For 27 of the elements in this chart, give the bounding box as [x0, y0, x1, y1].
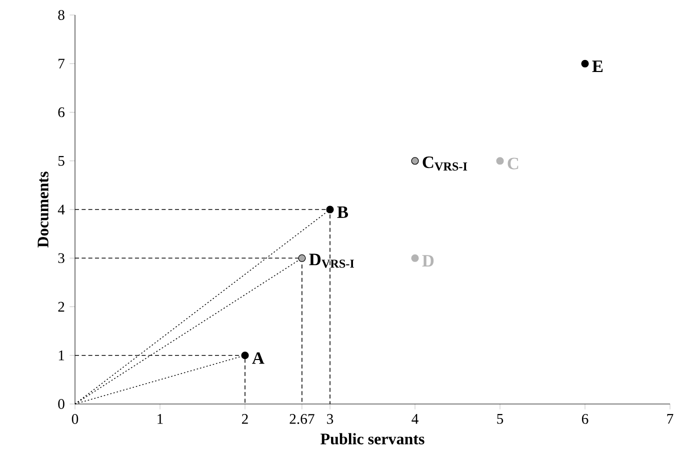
annotation: E — [592, 60, 603, 72]
x-tick-label: 7 — [667, 414, 674, 424]
x-tick-label: 1 — [158, 414, 163, 424]
x-tick-label: 2.67 — [290, 414, 314, 424]
annotation: D — [422, 255, 434, 266]
y-tick-label: 0 — [58, 399, 64, 409]
x-tick-label: 3 — [327, 414, 334, 424]
x-axis-title: Public servants — [320, 433, 424, 444]
x-tick-label: 0 — [72, 414, 78, 424]
annotation: A — [252, 352, 264, 364]
annotation: C — [508, 158, 518, 170]
y-tick-label: 4 — [58, 204, 65, 214]
y-tick-label: 6 — [58, 107, 65, 118]
y-tick-label: 7 — [58, 58, 65, 68]
y-tick-label: 3 — [58, 253, 64, 264]
y-axis-title: Documents — [38, 172, 48, 248]
y-tick-label: 1 — [58, 350, 64, 360]
y-tick-label: 5 — [58, 156, 64, 166]
x-tick-label: 2 — [242, 414, 248, 424]
x-tick-label: 5 — [497, 414, 504, 424]
y-tick-label: 8 — [58, 10, 64, 20]
annotation: D$_{VRS-I}$ — [309, 254, 354, 268]
x-tick-label: 6 — [582, 414, 588, 424]
annotation: C$_{VRS-I}$ — [422, 156, 468, 171]
y-tick-label: 2 — [58, 302, 64, 312]
annotation: B — [337, 206, 348, 218]
x-tick-label: 4 — [412, 414, 418, 424]
